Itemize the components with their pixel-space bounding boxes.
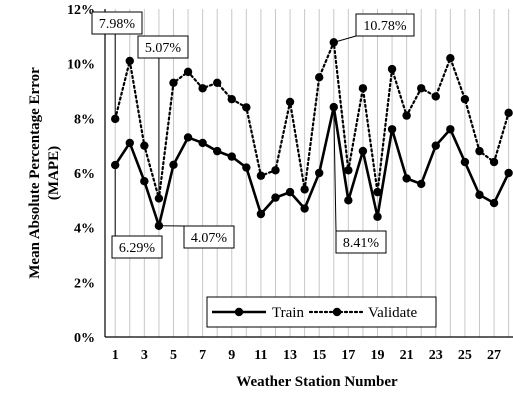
data-point-validate [359,84,367,92]
data-point-validate [242,103,250,111]
x-axis-label: Weather Station Number [236,374,398,390]
x-tick-label: 15 [312,348,326,363]
data-point-train [475,191,483,199]
y-tick-label: 12% [67,3,95,18]
annotation-label: 6.29% [119,241,156,256]
data-point-train [257,210,265,218]
y-tick-label: 2% [74,276,95,291]
data-point-validate [184,68,192,76]
x-tick-label: 27 [487,348,501,363]
y-tick-label: 8% [74,112,95,127]
data-point-train [286,188,294,196]
data-point-validate [213,79,221,87]
data-point-train [315,169,323,177]
y-axis-label: Mean Absolute Percentage Error(MAPE) [27,67,62,279]
data-point-train [402,174,410,182]
data-point-train [490,199,498,207]
x-tick-label: 19 [370,348,384,363]
legend-validate-marker [333,308,341,316]
data-point-validate [315,73,323,81]
x-tick-label: 13 [283,348,297,363]
data-point-validate [432,92,440,100]
x-tick-label: 11 [254,348,267,363]
y-tick-label: 0% [74,331,95,346]
data-point-validate [388,65,396,73]
data-point-train [461,158,469,166]
data-point-validate [475,147,483,155]
data-point-validate [126,57,134,65]
series-lines [111,38,513,230]
legend-train-label: Train [272,305,304,321]
x-tick-label: 21 [400,348,414,363]
annotation-leader [334,36,356,42]
x-tick-label: 23 [429,348,443,363]
legend: Train Validate [207,297,436,327]
data-point-train [300,204,308,212]
data-point-validate [286,98,294,106]
data-point-train [446,125,454,133]
data-point-validate [446,54,454,62]
legend-train-marker [235,308,243,316]
data-point-validate [344,166,352,174]
annotation-label: 4.07% [191,231,228,246]
data-point-validate [198,84,206,92]
x-tick-label: 9 [228,348,235,363]
data-point-validate [504,109,512,117]
x-tick-label: 7 [199,348,206,363]
annotation-label: 5.07% [145,41,182,56]
data-point-train [169,161,177,169]
data-point-train [271,193,279,201]
data-point-train [504,169,512,177]
data-point-validate [140,141,148,149]
data-point-train [213,147,221,155]
data-point-validate [417,84,425,92]
data-point-train [359,147,367,155]
y-tick-label: 10% [67,58,95,73]
y-axis-label-line: (MAPE) [46,146,62,200]
series-line-validate [115,42,508,198]
data-point-train [242,163,250,171]
annotation-label: 10.78% [363,19,407,34]
x-tick-label: 17 [341,348,355,363]
y-axis-label-line: Mean Absolute Percentage Error [27,67,43,279]
data-point-train [432,141,440,149]
data-point-train [126,139,134,147]
data-point-validate [490,158,498,166]
data-point-train [140,177,148,185]
data-point-validate [271,166,279,174]
y-tick-label: 6% [74,167,95,182]
data-point-train [184,133,192,141]
data-point-train [417,180,425,188]
data-point-validate [300,185,308,193]
data-point-validate [373,188,381,196]
x-tick-label: 5 [170,348,177,363]
data-point-validate [228,95,236,103]
legend-validate-label: Validate [368,305,417,321]
data-point-train [198,139,206,147]
x-tick-label: 3 [141,348,148,363]
annotation-label: 8.41% [343,236,380,251]
data-point-train [373,213,381,221]
data-point-train [228,152,236,160]
x-tick-label: 1 [112,348,119,363]
x-tick-label: 25 [458,348,472,363]
data-point-train [344,196,352,204]
data-point-train [388,125,396,133]
data-point-validate [461,95,469,103]
y-tick-label: 4% [74,222,95,237]
data-point-validate [169,79,177,87]
data-point-validate [257,172,265,180]
annotation-label: 7.98% [99,17,136,32]
data-point-validate [402,111,410,119]
